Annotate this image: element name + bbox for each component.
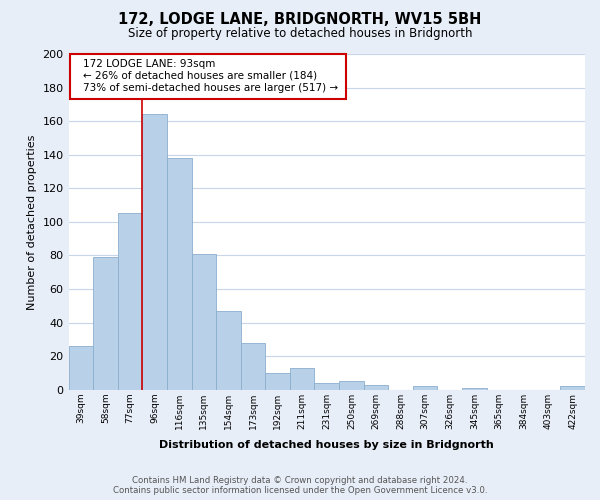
Bar [265,373,290,390]
FancyBboxPatch shape [70,54,346,100]
X-axis label: Distribution of detached houses by size in Bridgnorth: Distribution of detached houses by size … [160,440,494,450]
Text: Size of property relative to detached houses in Bridgnorth: Size of property relative to detached ho… [128,28,472,40]
Bar [68,346,93,390]
Text: 73% of semi-detached houses are larger (517) →: 73% of semi-detached houses are larger (… [83,82,338,92]
Bar [216,311,241,390]
Bar [364,384,388,390]
Bar [339,382,364,390]
Text: 172, LODGE LANE, BRIDGNORTH, WV15 5BH: 172, LODGE LANE, BRIDGNORTH, WV15 5BH [118,12,482,28]
Text: Contains HM Land Registry data © Crown copyright and database right 2024.
Contai: Contains HM Land Registry data © Crown c… [113,476,487,495]
Bar [167,158,191,390]
Bar [462,388,487,390]
Y-axis label: Number of detached properties: Number of detached properties [27,134,37,310]
Bar [142,114,167,390]
Text: 172 LODGE LANE: 93sqm: 172 LODGE LANE: 93sqm [83,59,215,69]
Bar [290,368,314,390]
Bar [413,386,437,390]
Text: ← 26% of detached houses are smaller (184): ← 26% of detached houses are smaller (18… [83,71,317,81]
Bar [560,386,585,390]
Bar [118,214,142,390]
Bar [314,383,339,390]
Bar [191,254,216,390]
Bar [93,257,118,390]
Bar [241,342,265,390]
